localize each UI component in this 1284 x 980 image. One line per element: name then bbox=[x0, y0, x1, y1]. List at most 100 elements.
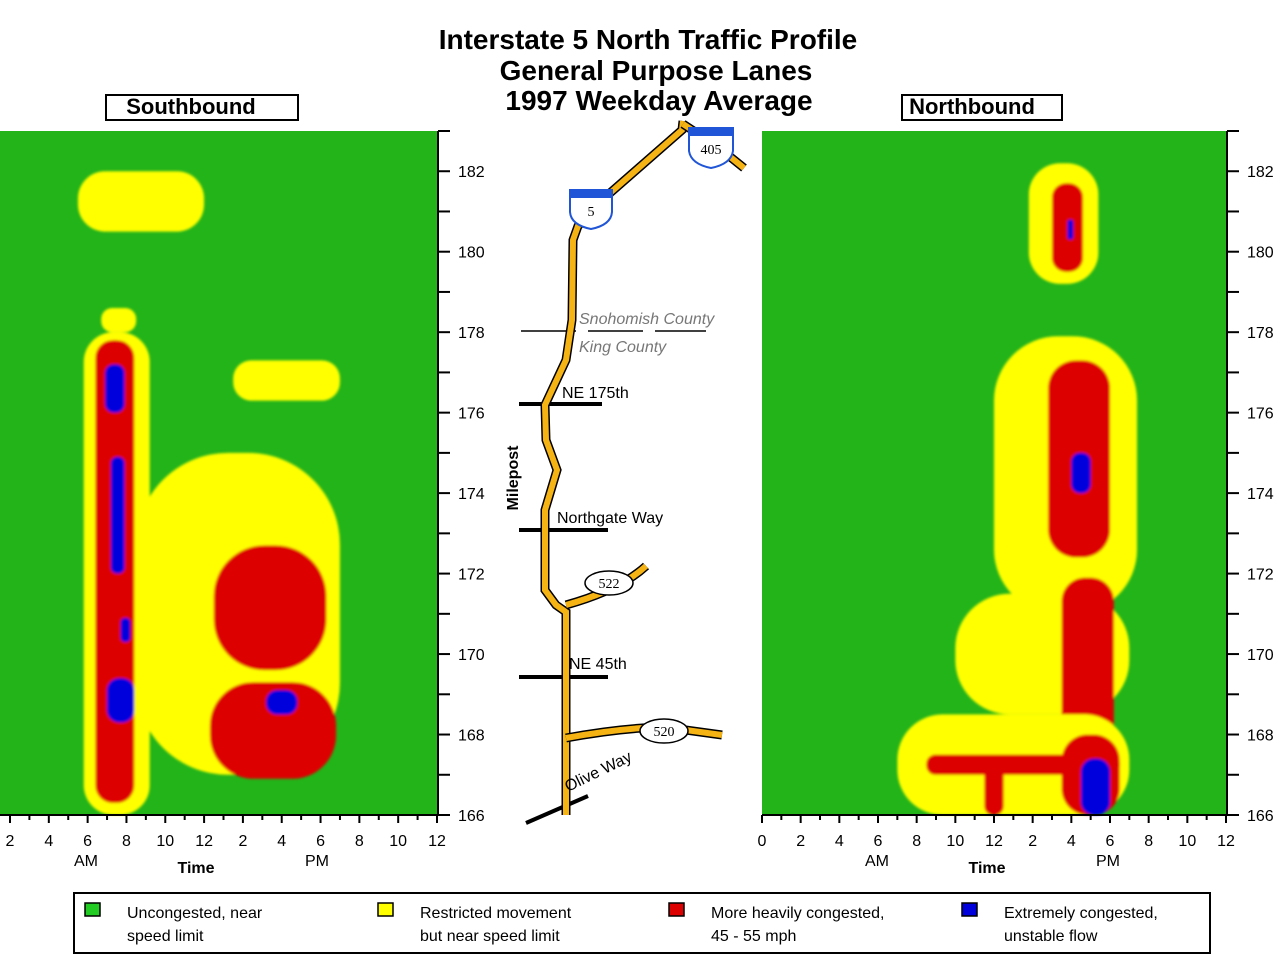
legend-text-line1-1: Restricted movement bbox=[420, 905, 572, 922]
county-label-north: Snohomish County bbox=[579, 311, 715, 328]
i5-shield: 5 bbox=[569, 189, 613, 231]
north-x-tick-label: 6 bbox=[1106, 833, 1115, 850]
south-congestion-region-9 bbox=[233, 360, 340, 401]
north-x-tick-label: 8 bbox=[912, 833, 921, 850]
south-congestion-region-0 bbox=[77, 171, 205, 232]
south-congestion-region-6 bbox=[120, 617, 131, 642]
north-congestion-region-12 bbox=[1081, 758, 1110, 815]
south-milepost-label: 182 bbox=[458, 164, 485, 181]
south-pm-label: PM bbox=[305, 853, 329, 870]
legend-swatch-2 bbox=[668, 902, 685, 917]
north-milepost-label: 180 bbox=[1247, 245, 1274, 262]
chart-title-line-1: Interstate 5 North Traffic Profile bbox=[439, 24, 858, 55]
north-time-axis-title: Time bbox=[968, 860, 1005, 877]
south-milepost-label: 176 bbox=[458, 406, 485, 423]
north-milepost-label: 168 bbox=[1247, 728, 1274, 745]
chart-title-line-2: General Purpose Lanes bbox=[500, 55, 813, 86]
north-x-tick-label: 12 bbox=[1217, 833, 1235, 850]
legend-text-line2-1: but near speed limit bbox=[420, 928, 560, 945]
north-am-label: AM bbox=[865, 853, 889, 870]
northbound-label: Northbound bbox=[909, 94, 1035, 119]
south-congestion-region-10 bbox=[213, 545, 327, 671]
north-congestion-region-2 bbox=[1067, 219, 1074, 240]
north-x-tick-label: 2 bbox=[1028, 833, 1037, 850]
southbound-heatmap bbox=[0, 131, 438, 815]
north-x-tick-label: 12 bbox=[985, 833, 1003, 850]
legend-text-line1-2: More heavily congested, bbox=[711, 905, 884, 922]
south-x-tick-label: 4 bbox=[44, 833, 53, 850]
legend-text-line2-2: 45 - 55 mph bbox=[711, 928, 796, 945]
chart-title-line-3: 1997 Weekday Average bbox=[505, 85, 812, 116]
legend-swatch-3 bbox=[961, 902, 978, 917]
axes: 2 4 6 8 10 12 2 4 6 8 10 12 0 2 4 6 8 10 12 2 4 6 8 10 12 182 180 1… bbox=[0, 130, 1274, 850]
north-milepost-label: 174 bbox=[1247, 486, 1274, 503]
olive-way-street bbox=[525, 794, 589, 825]
south-time-axis-title: Time bbox=[177, 860, 214, 877]
north-x-tick-label: 0 bbox=[758, 833, 767, 850]
north-x-tick-label: 8 bbox=[1144, 833, 1153, 850]
south-milepost-label: 180 bbox=[458, 245, 485, 262]
southbound-label: Southbound bbox=[126, 94, 256, 119]
north-x-tick-label: 4 bbox=[835, 833, 844, 850]
north-congestion-region-7 bbox=[1061, 577, 1114, 755]
street-label-northgate: Northgate Way bbox=[557, 510, 663, 527]
south-congestion-region-7 bbox=[107, 678, 135, 723]
legend-text-line1-0: Uncongested, near bbox=[127, 905, 263, 922]
north-milepost-label: 182 bbox=[1247, 164, 1274, 181]
street-label-ne-175th: NE 175th bbox=[562, 385, 629, 402]
north-congestion-region-5 bbox=[1071, 452, 1091, 494]
north-x-tick-label: 6 bbox=[874, 833, 883, 850]
south-congestion-region-12 bbox=[266, 690, 298, 715]
southbound-label-box bbox=[105, 94, 299, 121]
south-x-tick-label: 8 bbox=[355, 833, 364, 850]
north-x-tick-label: 10 bbox=[1178, 833, 1196, 850]
north-x-tick-label: 2 bbox=[796, 833, 805, 850]
north-milepost-label: 170 bbox=[1247, 647, 1274, 664]
legend-text-line1-3: Extremely congested, bbox=[1004, 905, 1158, 922]
legend-text-line2-0: speed limit bbox=[127, 928, 204, 945]
south-x-tick-label: 2 bbox=[6, 833, 15, 850]
sr520-shield: 520 bbox=[639, 718, 689, 744]
south-x-tick-label: 10 bbox=[389, 833, 407, 850]
route-map: 5 405 522 520 Snohomish County King Coun… bbox=[519, 120, 747, 825]
south-congestion-region-5 bbox=[110, 456, 125, 574]
south-milepost-label: 178 bbox=[458, 325, 485, 342]
north-milepost-label: 178 bbox=[1247, 325, 1274, 342]
south-milepost-label: 170 bbox=[458, 647, 485, 664]
north-congestion-region-10 bbox=[984, 758, 1004, 815]
south-milepost-label: 166 bbox=[458, 808, 485, 825]
north-milepost-label: 172 bbox=[1247, 567, 1274, 584]
county-label-south: King County bbox=[579, 339, 667, 356]
northbound-label-box bbox=[901, 94, 1063, 121]
i5-shield-number: 5 bbox=[588, 205, 595, 220]
i405-shield-number: 405 bbox=[701, 143, 722, 158]
south-x-tick-label: 4 bbox=[277, 833, 286, 850]
south-milepost-label: 174 bbox=[458, 486, 485, 503]
i5-freeway bbox=[541, 120, 686, 815]
north-x-tick-label: 10 bbox=[946, 833, 964, 850]
south-am-label: AM bbox=[74, 853, 98, 870]
south-x-tick-label: 6 bbox=[83, 833, 92, 850]
sr520-shield-number: 520 bbox=[654, 725, 675, 740]
north-pm-label: PM bbox=[1096, 853, 1120, 870]
north-milepost-label: 166 bbox=[1247, 808, 1274, 825]
south-x-tick-label: 2 bbox=[238, 833, 247, 850]
south-x-tick-label: 12 bbox=[195, 833, 213, 850]
south-congestion-region-1 bbox=[101, 308, 137, 333]
south-congestion-region-11 bbox=[209, 682, 337, 779]
south-x-tick-label: 6 bbox=[316, 833, 325, 850]
south-milepost-label: 168 bbox=[458, 728, 485, 745]
i405-shield: 405 bbox=[688, 127, 734, 170]
sr522-shield: 522 bbox=[584, 570, 634, 596]
street-label-ne-45th: NE 45th bbox=[569, 656, 627, 673]
north-x-tick-label: 4 bbox=[1067, 833, 1076, 850]
northbound-heatmap bbox=[762, 131, 1227, 815]
south-x-tick-label: 10 bbox=[156, 833, 174, 850]
legend-text-line2-3: unstable flow bbox=[1004, 928, 1098, 945]
legend: Uncongested, near speed limit Restricted m… bbox=[84, 902, 1158, 945]
south-x-tick-label: 12 bbox=[428, 833, 446, 850]
street-label-olive-way: Olive Way bbox=[562, 749, 634, 796]
north-milepost-label: 176 bbox=[1247, 406, 1274, 423]
sr522-shield-number: 522 bbox=[599, 577, 620, 592]
